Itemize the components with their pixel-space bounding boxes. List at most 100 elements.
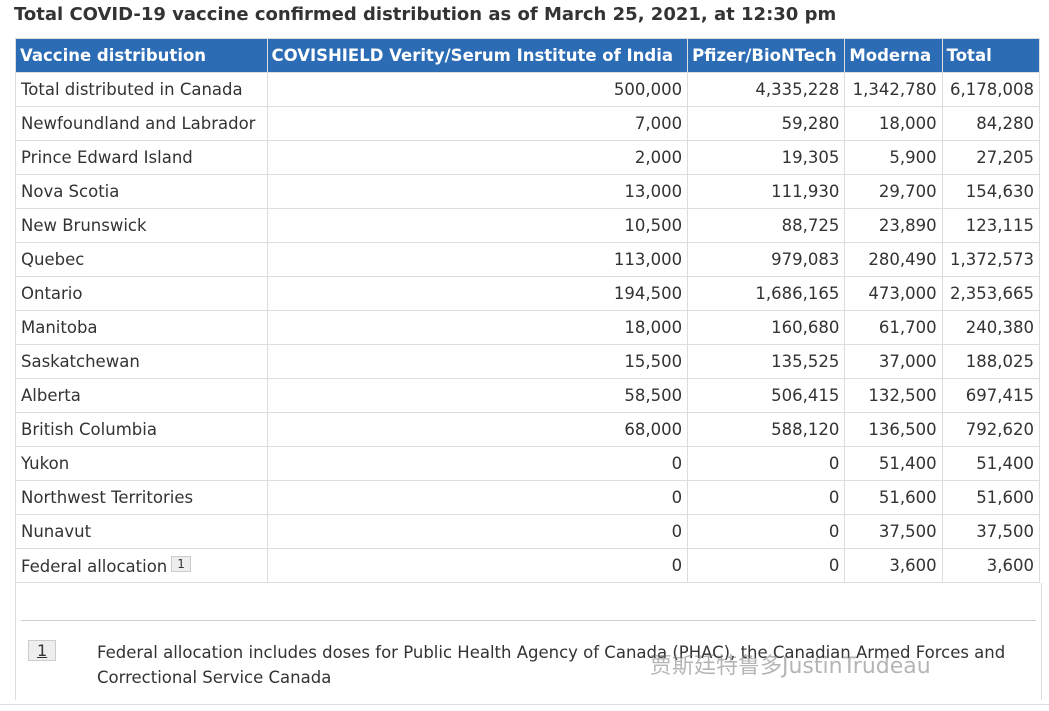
cell-text: 13,000 (624, 182, 683, 201)
cell: 792,620 (941, 412, 1041, 447)
cell-text: 792,620 (965, 420, 1034, 439)
footnote-marker[interactable]: 1 (28, 640, 57, 661)
column-header: Moderna (844, 38, 943, 73)
cell-text: 61,700 (878, 318, 937, 337)
cell-text: 59,280 (781, 114, 840, 133)
cell: 1,686,165 (687, 276, 846, 311)
cell: 111,930 (687, 174, 846, 209)
row-label: Total distributed in Canada (15, 72, 268, 107)
cell-text: 979,083 (771, 250, 840, 269)
cell-text: 0 (828, 522, 840, 541)
cell: 0 (687, 514, 846, 549)
row-label: New Brunswick (15, 208, 268, 243)
table-row: British Columbia 68,000 588,120 136,500 792,… (15, 412, 1041, 447)
cell: 37,000 (844, 344, 943, 379)
column-header: Pfizer/BioNTech (687, 38, 846, 73)
cell-text: 6,178,008 (950, 80, 1034, 99)
cell: 51,600 (844, 480, 943, 515)
cell-text: 18,000 (878, 114, 937, 133)
cell-text: Newfoundland and Labrador (21, 114, 256, 133)
table-row: Nunavut 0 0 37,500 37,500 (15, 514, 1041, 549)
cell-text: 506,415 (771, 386, 840, 405)
table-row: Newfoundland and Labrador 7,000 59,280 18,0… (15, 106, 1041, 141)
cell-text: 154,630 (965, 182, 1034, 201)
footnote-box: 1 Federal allocation includes doses for … (15, 583, 1042, 700)
cell: 59,280 (687, 106, 846, 141)
table-row: Manitoba 18,000 160,680 61,700 240,380 (15, 310, 1041, 345)
cell: 58,500 (266, 378, 689, 413)
cell: 27,205 (941, 140, 1041, 175)
cell: 37,500 (844, 514, 943, 549)
cell-text: British Columbia (21, 420, 157, 439)
cell: 188,025 (941, 344, 1041, 379)
cell-text: 0 (828, 488, 840, 507)
cell-text: 51,600 (878, 488, 937, 507)
cell: 7,000 (266, 106, 689, 141)
cell-text: 588,120 (771, 420, 840, 439)
cell: 4,335,228 (687, 72, 846, 107)
cell-text: 113,000 (613, 250, 683, 269)
table-row: Ontario 194,500 1,686,165 473,000 2,353,665 (15, 276, 1041, 311)
row-label: Yukon (15, 446, 268, 481)
cell-text: 51,600 (976, 488, 1034, 507)
cell: 280,490 (844, 242, 943, 277)
cell-text: 88,725 (781, 216, 840, 235)
cell-text: 58,500 (624, 386, 683, 405)
cell: 473,000 (844, 276, 943, 311)
cell: 2,000 (266, 140, 689, 175)
cell-text: 1,686,165 (755, 284, 840, 303)
cell: 0 (266, 480, 689, 515)
cell: 979,083 (687, 242, 846, 277)
cell-text: 3,600 (889, 556, 937, 575)
cell: 113,000 (266, 242, 689, 277)
cell: 88,725 (687, 208, 846, 243)
cell-text: Prince Edward Island (21, 148, 193, 167)
cell: 5,900 (844, 140, 943, 175)
cell-text: 37,000 (878, 352, 937, 371)
row-label: Nunavut (15, 514, 268, 549)
cell-text: 84,280 (976, 114, 1034, 133)
cell-text: 473,000 (868, 284, 937, 303)
table-row: Total distributed in Canada 500,000 4,335,… (15, 72, 1041, 107)
cell: 0 (266, 548, 689, 583)
cell: 0 (687, 480, 846, 515)
cell: 136,500 (844, 412, 943, 447)
cell-text: 280,490 (868, 250, 937, 269)
cell-text: Yukon (21, 454, 70, 473)
row-label: Newfoundland and Labrador (15, 106, 268, 141)
cell-text: 123,115 (965, 216, 1034, 235)
cell-text: 188,025 (965, 352, 1034, 371)
cell-text: Quebec (21, 250, 85, 269)
row-label: Prince Edward Island (15, 140, 268, 175)
cell: 135,525 (687, 344, 846, 379)
cell-text: New Brunswick (21, 216, 147, 235)
cell: 15,500 (266, 344, 689, 379)
cell-text: 0 (671, 522, 683, 541)
cell: 68,000 (266, 412, 689, 447)
cell: 154,630 (941, 174, 1041, 209)
cell: 0 (266, 514, 689, 549)
cell: 3,600 (844, 548, 943, 583)
cell: 0 (687, 446, 846, 481)
cell: 697,415 (941, 378, 1041, 413)
table-row: Yukon 0 0 51,400 51,400 (15, 446, 1041, 481)
cell: 506,415 (687, 378, 846, 413)
column-header: COVISHIELD Verity/Serum Institute of Ind… (266, 38, 689, 73)
cell-text: 18,000 (624, 318, 683, 337)
cell: 588,120 (687, 412, 846, 447)
cell: 51,400 (844, 446, 943, 481)
cell: 19,305 (687, 140, 846, 175)
cell: 132,500 (844, 378, 943, 413)
cell-text: 697,415 (965, 386, 1034, 405)
cell-text: 68,000 (624, 420, 683, 439)
cell-text: Alberta (21, 386, 81, 405)
cell-text: Northwest Territories (21, 488, 194, 507)
cell: 1,372,573 (941, 242, 1041, 277)
cell-text: 240,380 (965, 318, 1034, 337)
cell-text: 10,500 (624, 216, 683, 235)
cell: 3,600 (941, 548, 1041, 583)
cell-text: 111,930 (771, 182, 840, 201)
footnote-ref[interactable]: 1 (171, 555, 191, 572)
cell-text: 37,500 (976, 522, 1034, 541)
header-row: Vaccine distribution COVISHIELD Verity/Se… (15, 38, 1041, 73)
